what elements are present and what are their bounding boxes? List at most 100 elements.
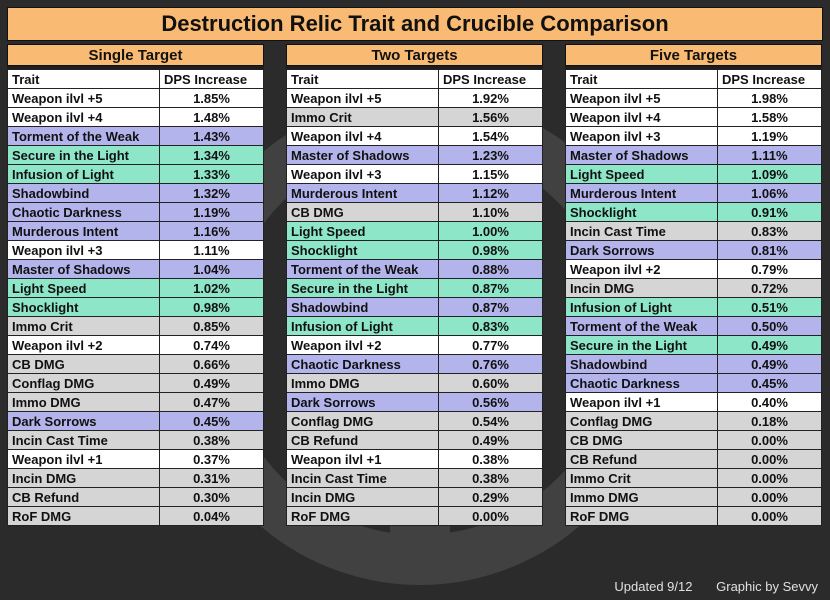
trait-name: Shocklight bbox=[7, 297, 160, 317]
table-row: Incin DMG 0.31% bbox=[7, 468, 264, 488]
dps-increase: 0.00% bbox=[717, 430, 822, 450]
table-row: Torment of the Weak 0.88% bbox=[286, 259, 543, 279]
trait-name: Weapon ilvl +2 bbox=[286, 335, 439, 355]
table-row: Master of Shadows 1.11% bbox=[565, 145, 822, 165]
dps-increase: 0.81% bbox=[717, 240, 822, 260]
dps-increase: 0.04% bbox=[159, 506, 264, 526]
trait-name: CB DMG bbox=[286, 202, 439, 222]
dps-increase: 0.85% bbox=[159, 316, 264, 336]
dps-increase: 0.30% bbox=[159, 487, 264, 507]
table-header-row: Trait DPS Increase bbox=[565, 69, 822, 89]
trait-name: Weapon ilvl +4 bbox=[565, 107, 718, 127]
dps-increase: 0.49% bbox=[438, 430, 543, 450]
panel-five-targets: Five Targets Trait DPS Increase Weapon i… bbox=[565, 44, 822, 526]
trait-name: Incin DMG bbox=[565, 278, 718, 298]
table-row: Light Speed 1.00% bbox=[286, 221, 543, 241]
panel-two-targets: Two Targets Trait DPS Increase Weapon il… bbox=[286, 44, 543, 526]
table-row: CB DMG 0.00% bbox=[565, 430, 822, 450]
trait-name: Shadowbind bbox=[565, 354, 718, 374]
table-row: Light Speed 1.02% bbox=[7, 278, 264, 298]
table-row: CB DMG 0.66% bbox=[7, 354, 264, 374]
dps-increase: 0.29% bbox=[438, 487, 543, 507]
updated-date: Updated 9/12 bbox=[614, 579, 693, 594]
trait-name: Incin Cast Time bbox=[565, 221, 718, 241]
dps-increase: 1.23% bbox=[438, 145, 543, 165]
trait-name: Weapon ilvl +3 bbox=[7, 240, 160, 260]
table-row: Chaotic Darkness 0.76% bbox=[286, 354, 543, 374]
table-row: Dark Sorrows 0.45% bbox=[7, 411, 264, 431]
dps-increase: 1.09% bbox=[717, 164, 822, 184]
trait-name: Immo DMG bbox=[565, 487, 718, 507]
table-row: Incin Cast Time 0.83% bbox=[565, 221, 822, 241]
dps-increase: 0.00% bbox=[717, 468, 822, 488]
dps-increase: 0.51% bbox=[717, 297, 822, 317]
dps-increase: 0.38% bbox=[438, 449, 543, 469]
dps-increase: 1.32% bbox=[159, 183, 264, 203]
dps-increase: 0.00% bbox=[717, 449, 822, 469]
trait-name: Light Speed bbox=[286, 221, 439, 241]
trait-name: Secure in the Light bbox=[565, 335, 718, 355]
trait-table: Trait DPS Increase Weapon ilvl +5 1.85% We… bbox=[7, 69, 264, 526]
table-row: Torment of the Weak 1.43% bbox=[7, 126, 264, 146]
dps-increase: 0.49% bbox=[717, 335, 822, 355]
trait-table: Trait DPS Increase Weapon ilvl +5 1.98% We… bbox=[565, 69, 822, 526]
trait-name: Conflag DMG bbox=[286, 411, 439, 431]
table-row: Conflag DMG 0.18% bbox=[565, 411, 822, 431]
trait-name: RoF DMG bbox=[286, 506, 439, 526]
dps-increase: 0.79% bbox=[717, 259, 822, 279]
table-row: CB Refund 0.00% bbox=[565, 449, 822, 469]
table-row: Infusion of Light 0.51% bbox=[565, 297, 822, 317]
dps-increase: 1.56% bbox=[438, 107, 543, 127]
dps-increase: 0.18% bbox=[717, 411, 822, 431]
dps-increase: 1.54% bbox=[438, 126, 543, 146]
trait-name: Secure in the Light bbox=[7, 145, 160, 165]
dps-increase: 0.49% bbox=[159, 373, 264, 393]
column-header-trait: Trait bbox=[7, 69, 160, 89]
trait-name: CB Refund bbox=[565, 449, 718, 469]
dps-increase: 0.74% bbox=[159, 335, 264, 355]
table-row: Weapon ilvl +1 0.40% bbox=[565, 392, 822, 412]
dps-increase: 1.04% bbox=[159, 259, 264, 279]
table-row: Immo DMG 0.47% bbox=[7, 392, 264, 412]
trait-name: Shocklight bbox=[565, 202, 718, 222]
trait-name: Chaotic Darkness bbox=[286, 354, 439, 374]
dps-increase: 1.15% bbox=[438, 164, 543, 184]
table-row: Weapon ilvl +3 1.11% bbox=[7, 240, 264, 260]
trait-name: Immo Crit bbox=[286, 107, 439, 127]
table-row: Shocklight 0.98% bbox=[286, 240, 543, 260]
table-row: Weapon ilvl +5 1.92% bbox=[286, 88, 543, 108]
trait-name: Murderous Intent bbox=[565, 183, 718, 203]
trait-name: CB Refund bbox=[286, 430, 439, 450]
trait-name: Infusion of Light bbox=[565, 297, 718, 317]
table-row: Immo DMG 0.00% bbox=[565, 487, 822, 507]
dps-increase: 0.37% bbox=[159, 449, 264, 469]
table-row: Chaotic Darkness 1.19% bbox=[7, 202, 264, 222]
table-row: Weapon ilvl +4 1.48% bbox=[7, 107, 264, 127]
dps-increase: 1.10% bbox=[438, 202, 543, 222]
dps-increase: 1.02% bbox=[159, 278, 264, 298]
column-header-trait: Trait bbox=[286, 69, 439, 89]
dps-increase: 0.60% bbox=[438, 373, 543, 393]
dps-increase: 0.31% bbox=[159, 468, 264, 488]
table-row: RoF DMG 0.00% bbox=[286, 506, 543, 526]
panel-heading: Five Targets bbox=[565, 44, 822, 66]
trait-name: Shadowbind bbox=[7, 183, 160, 203]
table-row: CB DMG 1.10% bbox=[286, 202, 543, 222]
table-row: Weapon ilvl +5 1.85% bbox=[7, 88, 264, 108]
column-header-dps: DPS Increase bbox=[438, 69, 543, 89]
trait-name: Weapon ilvl +3 bbox=[286, 164, 439, 184]
table-row: Weapon ilvl +1 0.38% bbox=[286, 449, 543, 469]
table-row: Secure in the Light 0.49% bbox=[565, 335, 822, 355]
trait-name: Dark Sorrows bbox=[7, 411, 160, 431]
trait-name: Weapon ilvl +1 bbox=[286, 449, 439, 469]
dps-increase: 0.49% bbox=[717, 354, 822, 374]
trait-name: Shocklight bbox=[286, 240, 439, 260]
trait-name: Secure in the Light bbox=[286, 278, 439, 298]
trait-name: Murderous Intent bbox=[286, 183, 439, 203]
dps-increase: 1.98% bbox=[717, 88, 822, 108]
trait-name: Weapon ilvl +2 bbox=[565, 259, 718, 279]
trait-name: Incin DMG bbox=[286, 487, 439, 507]
table-row: Weapon ilvl +4 1.58% bbox=[565, 107, 822, 127]
table-row: CB Refund 0.49% bbox=[286, 430, 543, 450]
trait-name: Weapon ilvl +5 bbox=[286, 88, 439, 108]
